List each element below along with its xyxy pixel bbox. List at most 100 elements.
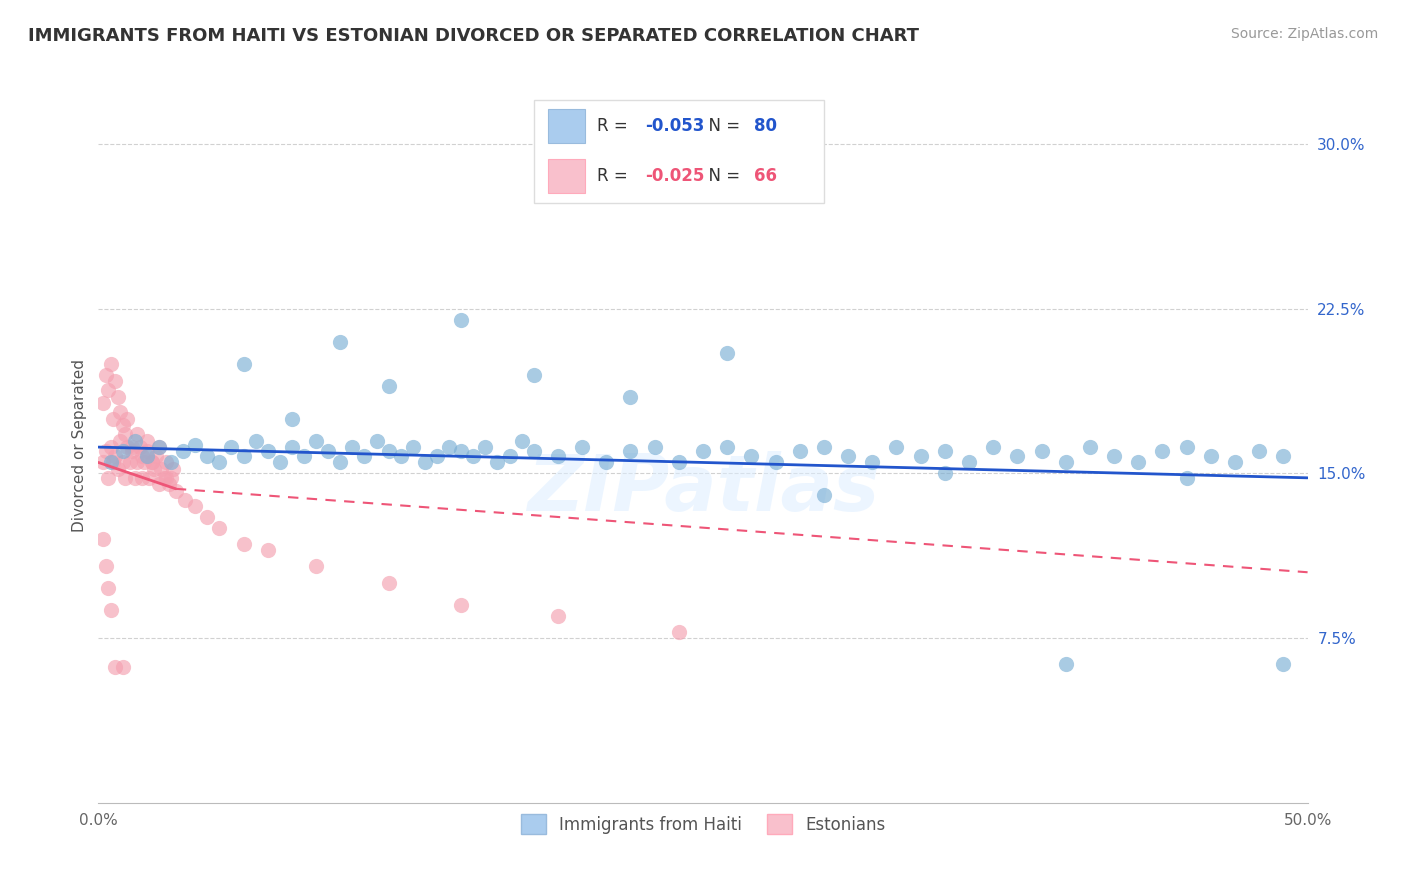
Point: [104, 449, 127, 463]
Point: [117, 440, 139, 454]
Text: -0.025: -0.025: [645, 167, 704, 185]
Point: [208, 455, 231, 469]
Point: [256, 444, 278, 458]
Y-axis label: Divorced or Separated: Divorced or Separated: [72, 359, 87, 533]
Point: [668, 624, 690, 639]
Point: [1199, 449, 1222, 463]
Point: [292, 449, 315, 463]
Point: [91, 455, 114, 469]
Point: [1102, 449, 1125, 463]
Point: [155, 455, 177, 469]
Point: [366, 434, 388, 448]
Point: [184, 500, 207, 514]
Point: [135, 434, 157, 448]
Point: [860, 455, 883, 469]
Text: N =: N =: [699, 117, 745, 136]
Point: [377, 378, 399, 392]
FancyBboxPatch shape: [534, 100, 824, 203]
Point: [138, 471, 160, 485]
Point: [135, 449, 157, 463]
FancyBboxPatch shape: [548, 159, 585, 193]
Point: [668, 455, 690, 469]
Point: [111, 418, 134, 433]
Point: [1272, 657, 1295, 672]
Point: [377, 444, 399, 458]
Point: [329, 334, 352, 349]
Point: [208, 521, 231, 535]
Point: [184, 438, 207, 452]
Point: [463, 449, 485, 463]
Text: 80: 80: [754, 117, 776, 136]
Point: [716, 440, 738, 454]
Point: [910, 449, 932, 463]
Point: [316, 444, 339, 458]
Point: [104, 659, 127, 673]
Text: R =: R =: [596, 117, 633, 136]
Point: [305, 558, 328, 573]
Point: [104, 374, 127, 388]
Point: [143, 462, 166, 476]
Text: N =: N =: [699, 167, 745, 185]
Point: [281, 411, 304, 425]
Point: [232, 357, 254, 371]
Point: [97, 581, 120, 595]
Point: [474, 440, 496, 454]
Point: [981, 440, 1004, 454]
Point: [765, 455, 787, 469]
Point: [127, 455, 149, 469]
Point: [94, 368, 117, 382]
Point: [155, 471, 177, 485]
Point: [1175, 471, 1198, 485]
Text: ZIPatlas: ZIPatlas: [527, 450, 879, 527]
Point: [305, 434, 328, 448]
Point: [1249, 444, 1271, 458]
Point: [195, 449, 218, 463]
Point: [1031, 444, 1053, 458]
Point: [377, 576, 399, 591]
Point: [1223, 455, 1246, 469]
Legend: Immigrants from Haiti, Estonians: Immigrants from Haiti, Estonians: [515, 807, 891, 841]
Point: [111, 659, 134, 673]
Point: [97, 383, 120, 397]
Point: [111, 455, 134, 469]
Point: [121, 440, 143, 454]
Point: [165, 483, 187, 498]
Point: [94, 558, 117, 573]
Point: [957, 455, 980, 469]
Point: [108, 434, 131, 448]
Point: [114, 426, 136, 441]
Point: [148, 477, 170, 491]
Point: [117, 411, 139, 425]
Point: [523, 368, 546, 382]
Point: [837, 449, 859, 463]
Point: [128, 440, 150, 454]
Point: [172, 444, 194, 458]
Point: [101, 455, 124, 469]
Point: [389, 449, 412, 463]
Point: [813, 488, 835, 502]
Point: [450, 598, 472, 612]
Point: [1078, 440, 1101, 454]
Point: [740, 449, 762, 463]
Point: [114, 471, 136, 485]
Point: [124, 434, 146, 448]
Point: [141, 455, 163, 469]
Point: [450, 312, 472, 326]
Point: [644, 440, 666, 454]
Point: [100, 602, 122, 616]
Point: [141, 455, 163, 469]
Point: [135, 444, 157, 458]
Point: [100, 440, 122, 454]
Point: [269, 455, 291, 469]
Point: [91, 533, 114, 547]
Point: [426, 449, 449, 463]
Point: [571, 440, 593, 454]
Point: [619, 390, 641, 404]
Point: [160, 455, 183, 469]
Text: -0.053: -0.053: [645, 117, 704, 136]
Point: [595, 455, 617, 469]
Point: [510, 434, 533, 448]
Point: [486, 455, 509, 469]
Point: [1054, 657, 1077, 672]
Point: [450, 444, 472, 458]
